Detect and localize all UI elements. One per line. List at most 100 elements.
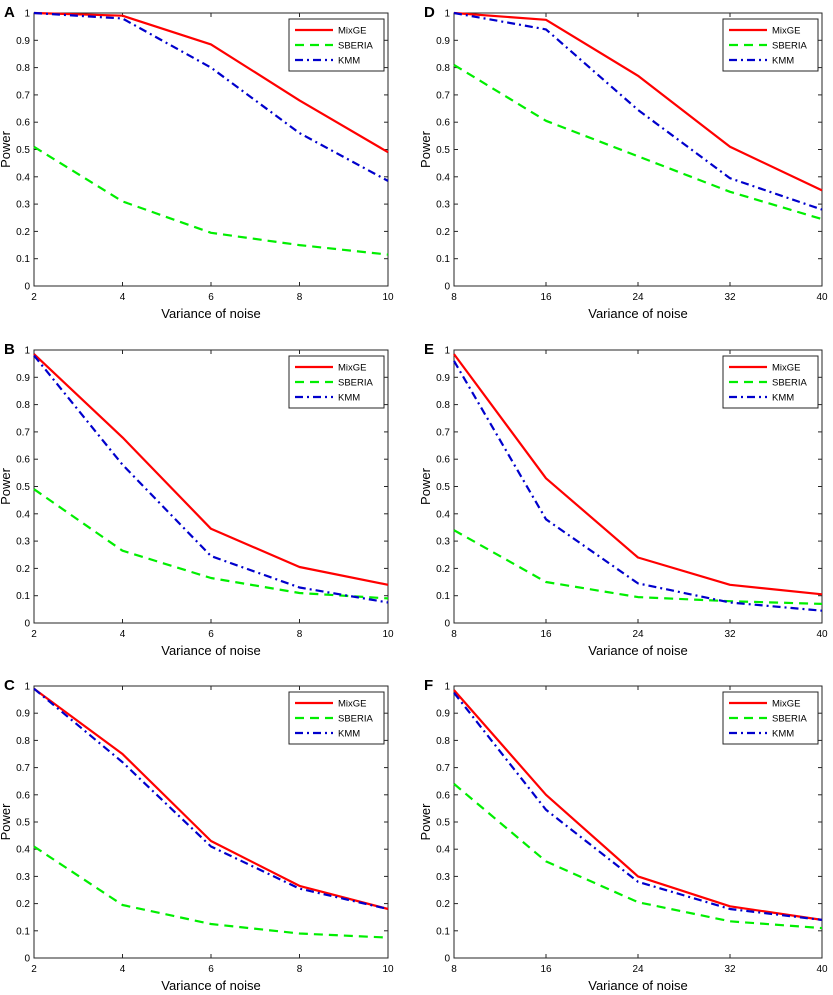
y-tick-label: 0.2 xyxy=(16,564,30,575)
x-tick-label: 40 xyxy=(816,964,828,975)
legend: MixGE SBERIA KMM xyxy=(288,18,385,72)
y-tick-label: 0.1 xyxy=(16,926,30,937)
x-tick-label: 32 xyxy=(724,629,736,640)
y-tick-label: 1 xyxy=(24,682,30,693)
series-line-kmm xyxy=(453,692,823,921)
y-tick-label: 0.1 xyxy=(16,591,30,602)
legend-label: KMM xyxy=(772,393,794,404)
y-tick-label: 0.9 xyxy=(16,36,30,47)
x-tick-label: 32 xyxy=(724,964,736,975)
x-tick-label: 8 xyxy=(451,629,457,640)
x-tick-label: 24 xyxy=(632,292,644,303)
y-tick-label: 0.3 xyxy=(16,537,30,548)
legend-box xyxy=(288,355,385,409)
x-tick-label: 6 xyxy=(208,964,214,975)
legend-box xyxy=(722,355,819,409)
y-tick-label: 0.6 xyxy=(436,790,450,801)
legend: MixGE SBERIA KMM xyxy=(722,691,819,745)
y-axis-label: Power xyxy=(0,130,13,168)
legend-label: KMM xyxy=(338,56,360,67)
legend-label: MixGE xyxy=(772,26,801,37)
y-tick-label: 0.3 xyxy=(436,872,450,883)
x-tick-label: 2 xyxy=(31,964,37,975)
legend-label: MixGE xyxy=(772,699,801,710)
y-tick-label: 0.4 xyxy=(16,172,30,183)
y-tick-label: 0 xyxy=(444,619,450,630)
panel-letter: F xyxy=(424,677,433,694)
y-tick-label: 0.9 xyxy=(436,36,450,47)
legend: MixGE SBERIA KMM xyxy=(722,355,819,409)
y-tick-label: 0.8 xyxy=(16,63,30,74)
y-tick-label: 0.9 xyxy=(436,709,450,720)
x-axis-label: Variance of noise xyxy=(588,978,688,993)
x-tick-label: 2 xyxy=(31,629,37,640)
x-tick-label: 40 xyxy=(816,629,828,640)
panel-c: 0 0.1 0.2 0.3 0.4 0.5 0.6 0.7 0.8 0.9 1 2 4 6 8 10 Varia… xyxy=(0,677,394,993)
y-tick-label: 0.8 xyxy=(16,736,30,747)
legend-label: KMM xyxy=(338,393,360,404)
series-line-mixge xyxy=(33,11,389,154)
legend-box xyxy=(288,18,385,72)
y-tick-label: 1 xyxy=(24,346,30,357)
y-tick-label: 0.3 xyxy=(436,200,450,211)
series-line-kmm xyxy=(453,360,823,612)
x-tick-label: 6 xyxy=(208,292,214,303)
legend: MixGE SBERIA KMM xyxy=(722,18,819,72)
series-line-sberia xyxy=(33,845,389,939)
x-tick-label: 8 xyxy=(451,964,457,975)
legend-label: KMM xyxy=(772,56,794,67)
x-tick-label: 40 xyxy=(816,292,828,303)
y-tick-label: 0.7 xyxy=(436,427,450,438)
series-line-sberia xyxy=(453,63,823,221)
y-tick-label: 1 xyxy=(444,9,450,20)
y-tick-label: 0.3 xyxy=(16,200,30,211)
series-line-mixge xyxy=(33,687,389,911)
y-tick-label: 0.6 xyxy=(436,118,450,129)
legend-box xyxy=(722,691,819,745)
y-tick-label: 1 xyxy=(24,9,30,20)
x-axis-label: Variance of noise xyxy=(588,306,688,321)
panel-letter: E xyxy=(424,341,434,358)
legend-label: SBERIA xyxy=(338,41,374,52)
y-tick-label: 0.4 xyxy=(16,845,30,856)
y-axis-label: Power xyxy=(418,130,433,168)
legend-label: KMM xyxy=(338,729,360,740)
series-line-kmm xyxy=(33,11,389,182)
legend-box xyxy=(722,18,819,72)
series-line-mixge xyxy=(453,11,823,192)
y-tick-label: 0.5 xyxy=(16,145,30,156)
series-line-kmm xyxy=(33,354,389,604)
y-tick-label: 0.1 xyxy=(436,926,450,937)
legend-label: KMM xyxy=(772,729,794,740)
y-tick-label: 0.6 xyxy=(16,790,30,801)
y-tick-label: 0.6 xyxy=(16,455,30,466)
x-tick-label: 8 xyxy=(451,292,457,303)
y-tick-label: 0.5 xyxy=(436,145,450,156)
x-axis-label: Variance of noise xyxy=(161,978,261,993)
series-line-mixge xyxy=(453,689,823,921)
series-line-mixge xyxy=(33,353,389,586)
legend-label: MixGE xyxy=(338,699,367,710)
panel-b: 0 0.1 0.2 0.3 0.4 0.5 0.6 0.7 0.8 0.9 1 2 4 6 8 10 Varia… xyxy=(0,341,394,658)
y-axis-label: Power xyxy=(418,803,433,841)
y-tick-label: 0.2 xyxy=(436,899,450,910)
panel-e: 0 0.1 0.2 0.3 0.4 0.5 0.6 0.7 0.8 0.9 1 8 16 24 32 40 Va… xyxy=(418,341,828,658)
series-line-sberia xyxy=(33,488,389,600)
y-tick-label: 0.6 xyxy=(436,455,450,466)
legend: MixGE SBERIA KMM xyxy=(288,691,385,745)
y-tick-label: 0.3 xyxy=(16,872,30,883)
y-tick-label: 0.9 xyxy=(16,373,30,384)
x-tick-label: 32 xyxy=(724,292,736,303)
y-tick-label: 0.9 xyxy=(16,709,30,720)
x-tick-label: 8 xyxy=(297,292,303,303)
y-axis-label: Power xyxy=(0,467,13,505)
y-tick-label: 0.1 xyxy=(436,591,450,602)
series-line-sberia xyxy=(33,145,389,256)
series-line-kmm xyxy=(453,11,823,211)
legend-box xyxy=(288,691,385,745)
x-axis-label: Variance of noise xyxy=(161,306,261,321)
x-tick-label: 8 xyxy=(297,964,303,975)
x-tick-label: 24 xyxy=(632,629,644,640)
x-axis-label: Variance of noise xyxy=(161,643,261,658)
